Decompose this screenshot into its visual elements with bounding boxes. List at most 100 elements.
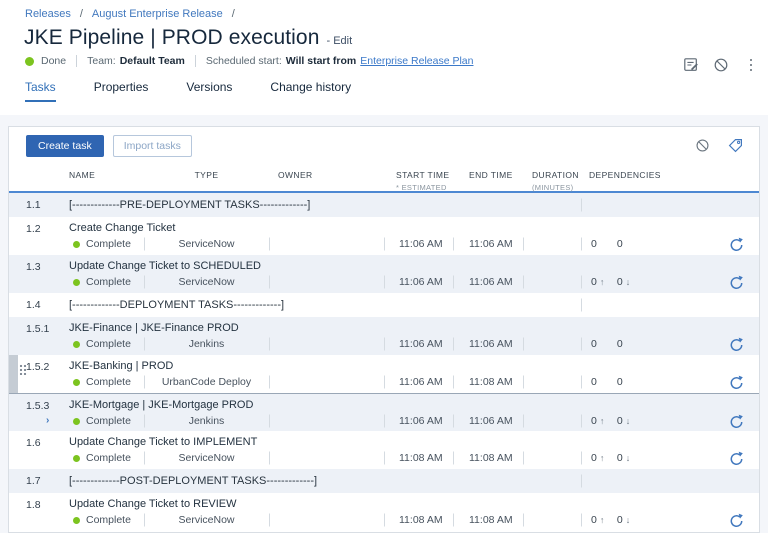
task-number: 1.5.1	[26, 323, 50, 335]
enterprise-release-plan-link[interactable]: Enterprise Release Plan	[360, 55, 474, 67]
dependencies-down-count: 0	[616, 238, 623, 250]
task-end-time: 11:08 AM	[469, 376, 513, 388]
section-name: [-------------POST-DEPLOYMENT TASKS-----…	[69, 475, 318, 487]
status-bar: Done Team: Default Team Scheduled start:…	[25, 55, 768, 67]
table-header: NAME TYPE OWNER START TIME * ESTIMATED E…	[9, 164, 759, 193]
table-row-section[interactable]: 1.7 [-------------POST-DEPLOYMENT TASKS-…	[9, 469, 759, 493]
team-label: Team:	[87, 55, 116, 67]
tasks-toolbar: Create task Import tasks	[9, 127, 759, 164]
task-status: Complete	[86, 415, 131, 427]
task-number: 1.8	[26, 499, 41, 511]
expand-chevron-icon[interactable]: ›	[46, 415, 50, 426]
section-name: [-------------PRE-DEPLOYMENT TASKS------…	[69, 199, 311, 211]
breadcrumb-releases[interactable]: Releases	[25, 8, 71, 20]
divider	[581, 198, 582, 212]
task-name: JKE-Finance | JKE-Finance PROD	[69, 322, 239, 334]
down-arrow-icon: ↓	[625, 453, 631, 463]
dependencies-down-count: 0	[616, 338, 623, 350]
status-label: Done	[41, 55, 67, 67]
table-row[interactable]: 1.5.3 › JKE-Mortgage | JKE-Mortgage PROD…	[9, 393, 759, 431]
task-status: Complete	[86, 376, 131, 388]
col-header-dependencies[interactable]: DEPENDENCIES	[589, 170, 661, 180]
breadcrumb-release-name[interactable]: August Enterprise Release	[91, 8, 223, 20]
dependencies-up-count: 0	[591, 338, 597, 350]
dependencies-up-count: 0	[591, 276, 597, 288]
dependencies-up-count: 0	[591, 376, 597, 388]
col-header-start-time[interactable]: START TIME * ESTIMATED	[384, 171, 453, 193]
task-type: UrbanCode Deploy	[161, 376, 252, 388]
up-arrow-icon: ↑	[599, 277, 605, 287]
hide-tasks-icon[interactable]	[694, 138, 710, 154]
table-row-section[interactable]: 1.4 [-------------DEPLOYMENT TASKS------…	[9, 293, 759, 317]
task-number: 1.4	[26, 299, 41, 311]
divider	[194, 55, 196, 67]
col-header-owner[interactable]: OWNER	[278, 170, 313, 180]
breadcrumb: Releases / August Enterprise Release /	[25, 8, 768, 20]
status-dot	[73, 516, 80, 524]
task-status: Complete	[86, 514, 131, 526]
table-row[interactable]: 1.5.2 › JKE-Banking | PROD Complete Urba…	[9, 355, 759, 393]
task-number: 1.5.3	[26, 400, 50, 412]
task-end-time: 11:08 AM	[469, 452, 513, 464]
tab-versions[interactable]: Versions	[186, 80, 233, 94]
table-row[interactable]: 1.2 › Create Change Ticket Complete Serv…	[9, 217, 759, 255]
col-header-end-time[interactable]: END TIME	[469, 170, 513, 180]
up-arrow-icon: ↑	[599, 453, 605, 463]
retry-icon[interactable]	[729, 451, 744, 466]
status-dot	[73, 417, 80, 425]
task-number: 1.1	[26, 199, 41, 211]
retry-icon[interactable]	[729, 414, 744, 429]
up-arrow-icon: ↑	[599, 515, 605, 525]
dependencies-down-count: 0	[616, 452, 623, 464]
table-row[interactable]: 1.8 › Update Change Ticket to REVIEW Com…	[9, 493, 759, 531]
task-name: Create Change Ticket	[69, 222, 176, 234]
page-header: Releases / August Enterprise Release / J…	[0, 8, 768, 115]
scheduled-start-value: Will start from	[285, 55, 357, 67]
retry-icon[interactable]	[729, 237, 744, 252]
task-type: ServiceNow	[178, 452, 235, 464]
dependencies-down-count: 0	[616, 276, 623, 288]
dependencies-up-count: 0	[591, 415, 597, 427]
table-row[interactable]: 1.3 › Update Change Ticket to SCHEDULED …	[9, 255, 759, 293]
retry-icon[interactable]	[729, 375, 744, 390]
dependencies-up-count: 0	[591, 238, 597, 250]
tab-bar: Tasks Properties Versions Change history	[25, 80, 768, 102]
table-row-section[interactable]: 1.1 [-------------PRE-DEPLOYMENT TASKS--…	[9, 193, 759, 217]
release-notes-icon[interactable]	[683, 57, 699, 73]
create-task-button[interactable]: Create task	[26, 134, 104, 157]
task-number: 1.5.2	[26, 361, 50, 373]
tab-properties[interactable]: Properties	[93, 80, 149, 94]
retry-icon[interactable]	[729, 513, 744, 528]
dependencies-down-count: 0	[616, 415, 623, 427]
drag-handle-icon[interactable]	[19, 364, 27, 375]
retry-icon[interactable]	[729, 275, 744, 290]
divider	[76, 55, 78, 67]
status-dot	[73, 340, 80, 348]
down-arrow-icon: ↓	[625, 515, 631, 525]
table-row[interactable]: 1.6 › Update Change Ticket to IMPLEMENT …	[9, 431, 759, 469]
table-row[interactable]: 1.5.1 › JKE-Finance | JKE-Finance PROD C…	[9, 317, 759, 355]
status-dot	[73, 278, 80, 286]
import-tasks-button[interactable]: Import tasks	[112, 134, 192, 157]
tag-icon[interactable]	[727, 138, 743, 154]
col-header-duration[interactable]: DURATION (MINUTES)	[523, 171, 581, 193]
tasks-panel: Create task Import tasks NAME TYPE OWNER…	[8, 126, 760, 533]
overflow-menu-icon[interactable]	[743, 57, 759, 73]
task-type: Jenkins	[188, 415, 225, 427]
divider	[581, 298, 582, 312]
col-header-name[interactable]: NAME	[69, 170, 96, 180]
retry-icon[interactable]	[729, 337, 744, 352]
status-dot	[73, 454, 80, 462]
task-start-time: 11:06 AM	[399, 276, 443, 288]
edit-link[interactable]: - Edit	[326, 35, 353, 47]
task-name: Update Change Ticket to IMPLEMENT	[69, 436, 258, 448]
task-number: 1.7	[26, 475, 41, 487]
task-start-time: 11:06 AM	[399, 338, 443, 350]
task-status: Complete	[86, 452, 131, 464]
tab-change-history[interactable]: Change history	[270, 80, 352, 94]
col-header-type[interactable]: TYPE	[194, 170, 219, 180]
status-dot	[73, 378, 80, 386]
block-icon[interactable]	[713, 57, 729, 73]
section-name: [-------------DEPLOYMENT TASKS----------…	[69, 299, 285, 311]
tab-tasks[interactable]: Tasks	[25, 80, 56, 102]
